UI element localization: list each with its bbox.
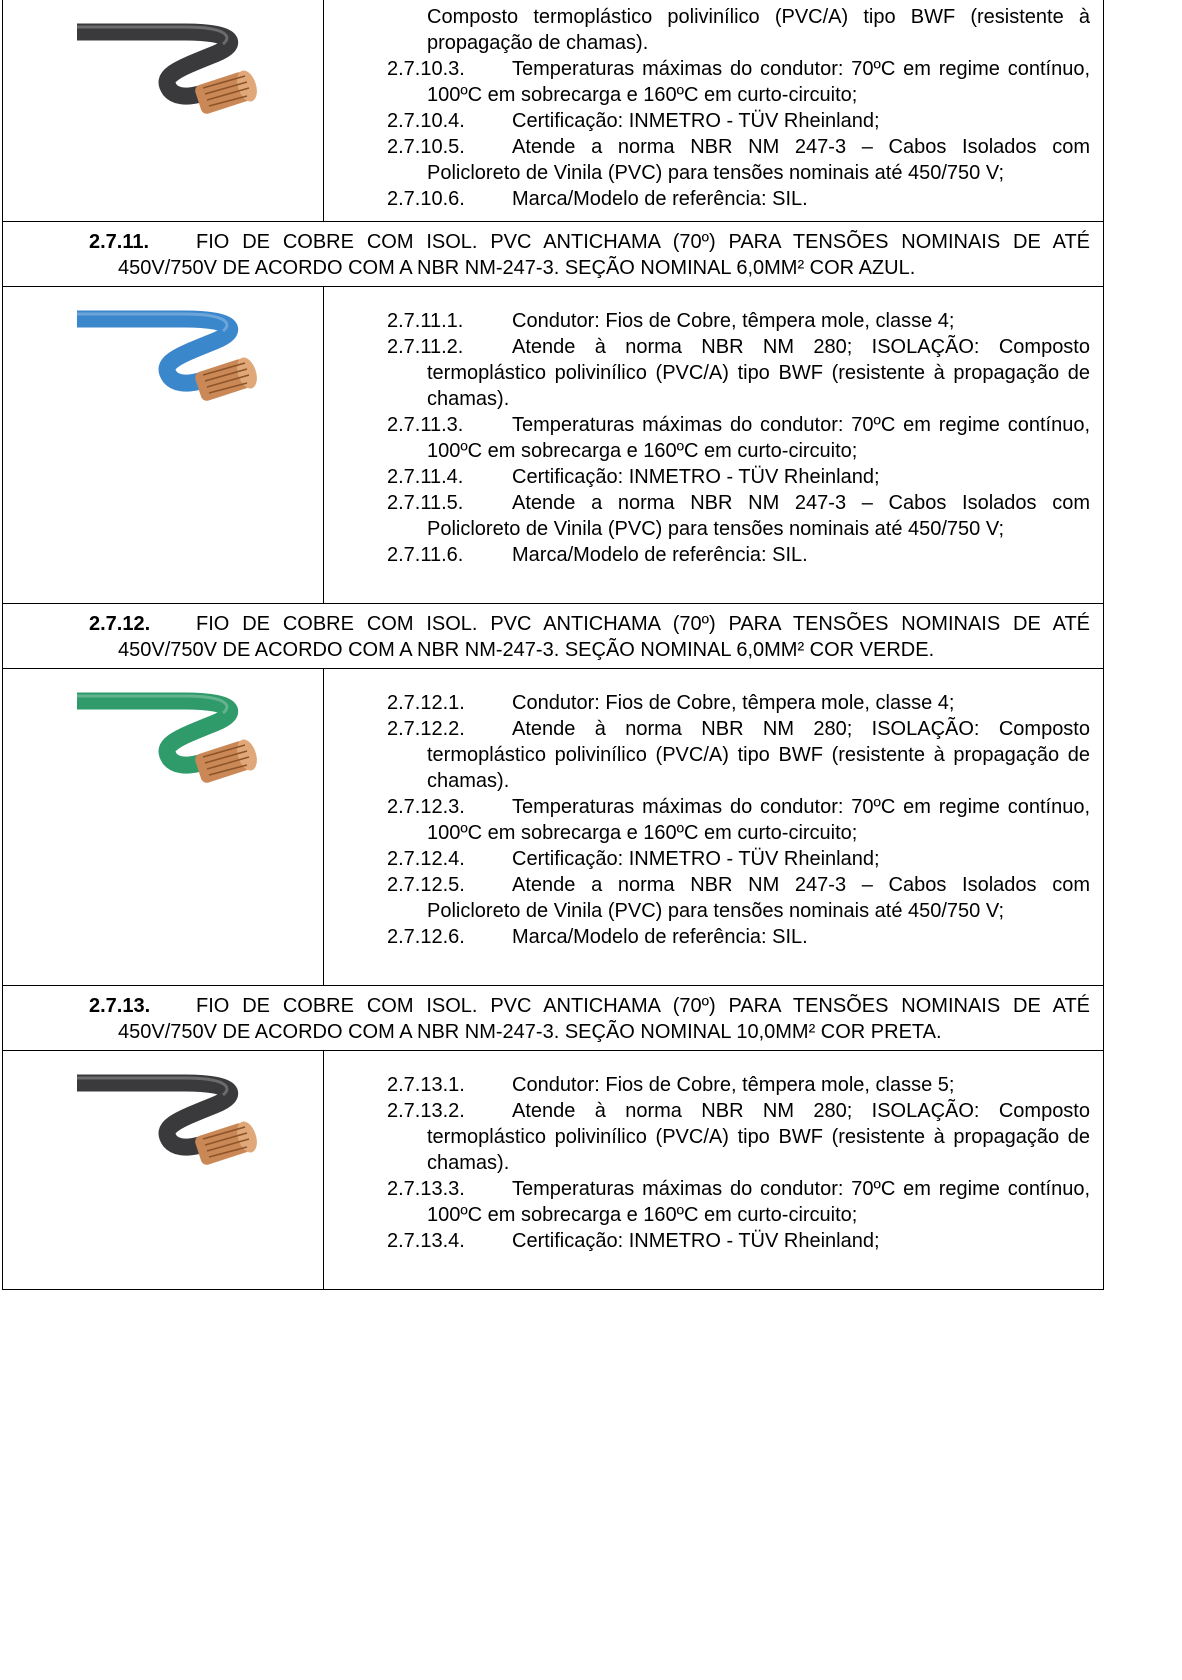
item-number: 2.7.12.3. xyxy=(387,796,465,818)
item-text: Atende à norma NBR NM 280; ISOLAÇÃO: Com… xyxy=(427,336,1090,410)
item-text: Temperaturas máximas do condutor: 70ºC e… xyxy=(427,796,1090,844)
item: 2.7.11.2. Atende à norma NBR NM 280; ISOL… xyxy=(324,334,1090,412)
item: 2.7.12.3. Temperaturas máximas do conduto… xyxy=(324,794,1090,846)
item: 2.7.13.3. Temperaturas máximas do conduto… xyxy=(324,1176,1090,1228)
section-heading-row: 2.7.13. FIO DE COBRE COM ISOL. PVC ANTICH… xyxy=(2,985,1104,1051)
item-number: 2.7.13.2. xyxy=(387,1100,465,1122)
wire-image xyxy=(77,310,257,401)
item: 2.7.12.1. Condutor: Fios de Cobre, têmper… xyxy=(324,690,1090,716)
item-text: Temperaturas máximas do condutor: 70ºC e… xyxy=(427,1178,1090,1226)
wire-image xyxy=(77,23,257,114)
item: 2.7.12.6. Marca/Modelo de referência: SIL… xyxy=(324,924,1090,950)
item-number: 2.7.13.4. xyxy=(387,1230,465,1252)
items-cell: Composto termoplástico polivinílico (PVC… xyxy=(323,0,1104,222)
item-number: 2.7.10.3. xyxy=(387,58,465,80)
item: 2.7.10.4. Certificação: INMETRO - TÜV Rhe… xyxy=(324,108,1090,134)
item: 2.7.12.2. Atende à norma NBR NM 280; ISOL… xyxy=(324,716,1090,794)
item: 2.7.10.6. Marca/Modelo de referência: SIL… xyxy=(324,186,1090,212)
item: 2.7.11.3. Temperaturas máximas do conduto… xyxy=(324,412,1090,464)
spec-table: Composto termoplástico polivinílico (PVC… xyxy=(2,0,1104,1290)
item-text: Marca/Modelo de referência: SIL. xyxy=(512,188,808,210)
item: 2.7.12.5. Atende a norma NBR NM 247-3 – C… xyxy=(324,872,1090,924)
item: 2.7.12.4. Certificação: INMETRO - TÜV Rhe… xyxy=(324,846,1090,872)
item-text: Atende a norma NBR NM 247-3 – Cabos Isol… xyxy=(427,492,1090,540)
item-text: Certificação: INMETRO - TÜV Rheinland; xyxy=(512,848,880,870)
item-number: 2.7.11.3. xyxy=(387,414,464,436)
item: 2.7.13.1. Condutor: Fios de Cobre, têmper… xyxy=(324,1072,1090,1098)
item-number: 2.7.13.1. xyxy=(387,1074,465,1096)
spec-row: 2.7.11.1. Condutor: Fios de Cobre, têmper… xyxy=(2,286,1104,604)
item-number: 2.7.12.1. xyxy=(387,692,465,714)
item-text: Certificação: INMETRO - TÜV Rheinland; xyxy=(512,466,880,488)
section-number: 2.7.11. xyxy=(89,231,150,253)
section-title: FIO DE COBRE COM ISOL. PVC ANTICHAMA (70… xyxy=(118,613,1090,661)
item-text: Condutor: Fios de Cobre, têmpera mole, c… xyxy=(512,692,955,714)
wire-image xyxy=(77,692,257,783)
image-cell xyxy=(2,286,324,604)
item-number: 2.7.11.6. xyxy=(387,544,464,566)
item-text: Atende a norma NBR NM 247-3 – Cabos Isol… xyxy=(427,874,1090,922)
item: 2.7.13.2. Atende à norma NBR NM 280; ISOL… xyxy=(324,1098,1090,1176)
items-cell: 2.7.11.1. Condutor: Fios de Cobre, têmper… xyxy=(323,286,1104,604)
item-text: Marca/Modelo de referência: SIL. xyxy=(512,926,808,948)
wire-image xyxy=(77,1074,257,1165)
item-number: 2.7.10.6. xyxy=(387,188,465,210)
section-number: 2.7.13. xyxy=(89,995,151,1017)
section-heading-row: 2.7.12. FIO DE COBRE COM ISOL. PVC ANTICH… xyxy=(2,603,1104,669)
section-number: 2.7.12. xyxy=(89,613,151,635)
item-text: Condutor: Fios de Cobre, têmpera mole, c… xyxy=(512,1074,955,1096)
item: 2.7.11.1. Condutor: Fios de Cobre, têmper… xyxy=(324,308,1090,334)
section-heading: 2.7.11. FIO DE COBRE COM ISOL. PVC ANTICH… xyxy=(2,221,1104,287)
item-number: 2.7.12.5. xyxy=(387,874,465,896)
item-text: Certificação: INMETRO - TÜV Rheinland; xyxy=(512,1230,880,1252)
item-number: 2.7.11.4. xyxy=(387,466,464,488)
image-cell xyxy=(2,1050,324,1290)
item-number: 2.7.11.5. xyxy=(387,492,464,514)
spec-row: 2.7.12.1. Condutor: Fios de Cobre, têmper… xyxy=(2,668,1104,986)
item-text: Condutor: Fios de Cobre, têmpera mole, c… xyxy=(512,310,955,332)
item-text: Certificação: INMETRO - TÜV Rheinland; xyxy=(512,110,880,132)
spec-row: 2.7.13.1. Condutor: Fios de Cobre, têmper… xyxy=(2,1050,1104,1290)
section-heading: 2.7.12. FIO DE COBRE COM ISOL. PVC ANTICH… xyxy=(2,603,1104,669)
document: Composto termoplástico polivinílico (PVC… xyxy=(2,0,1104,1290)
item-number: 2.7.13.3. xyxy=(387,1178,465,1200)
item-number: 2.7.12.4. xyxy=(387,848,465,870)
item-text: Atende à norma NBR NM 280; ISOLAÇÃO: Com… xyxy=(427,1100,1090,1174)
item: 2.7.10.3. Temperaturas máximas do conduto… xyxy=(324,56,1090,108)
items-cell: 2.7.13.1. Condutor: Fios de Cobre, têmper… xyxy=(323,1050,1104,1290)
item: 2.7.11.4. Certificação: INMETRO - TÜV Rhe… xyxy=(324,464,1090,490)
item-text: Temperaturas máximas do condutor: 70ºC e… xyxy=(427,58,1090,106)
section-heading: 2.7.13. FIO DE COBRE COM ISOL. PVC ANTICH… xyxy=(2,985,1104,1051)
section-title: FIO DE COBRE COM ISOL. PVC ANTICHAMA (70… xyxy=(118,995,1090,1043)
item-number: 2.7.10.4. xyxy=(387,110,465,132)
item: 2.7.11.5. Atende a norma NBR NM 247-3 – C… xyxy=(324,490,1090,542)
item-number: 2.7.12.6. xyxy=(387,926,465,948)
image-cell xyxy=(2,0,324,222)
item-text: Atende à norma NBR NM 280; ISOLAÇÃO: Com… xyxy=(427,718,1090,792)
item-number: 2.7.11.2. xyxy=(387,336,464,358)
image-cell xyxy=(2,668,324,986)
item-number: 2.7.10.5. xyxy=(387,136,465,158)
item: 2.7.13.4. Certificação: INMETRO - TÜV Rhe… xyxy=(324,1228,1090,1254)
item-text: Temperaturas máximas do condutor: 70ºC e… xyxy=(427,414,1090,462)
item-number: 2.7.11.1. xyxy=(387,310,464,332)
item-text: Marca/Modelo de referência: SIL. xyxy=(512,544,808,566)
item-text: Atende a norma NBR NM 247-3 – Cabos Isol… xyxy=(427,136,1090,184)
section-title: FIO DE COBRE COM ISOL. PVC ANTICHAMA (70… xyxy=(118,231,1090,279)
item-number: 2.7.12.2. xyxy=(387,718,465,740)
item: 2.7.10.5. Atende a norma NBR NM 247-3 – C… xyxy=(324,134,1090,186)
spec-row: Composto termoplástico polivinílico (PVC… xyxy=(2,0,1104,222)
section-heading-row: 2.7.11. FIO DE COBRE COM ISOL. PVC ANTICH… xyxy=(2,221,1104,287)
item: 2.7.11.6. Marca/Modelo de referência: SIL… xyxy=(324,542,1090,568)
items-cell: 2.7.12.1. Condutor: Fios de Cobre, têmper… xyxy=(323,668,1104,986)
continued-text: Composto termoplástico polivinílico (PVC… xyxy=(427,6,1090,54)
